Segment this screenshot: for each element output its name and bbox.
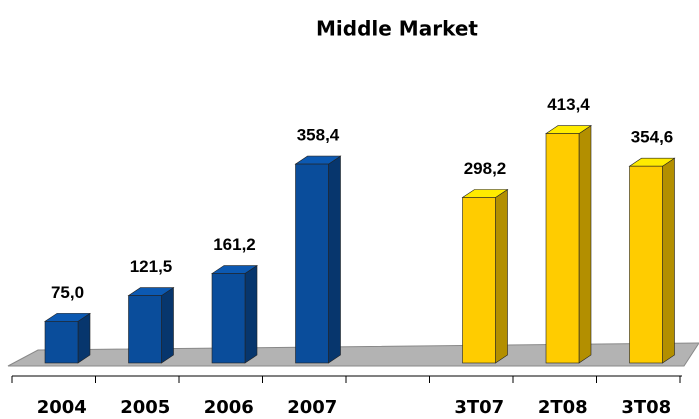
- bar: [128, 295, 162, 364]
- value-label: 75,0: [51, 283, 84, 302]
- value-label: 298,2: [464, 159, 507, 178]
- bar: [211, 273, 246, 364]
- bar-side: [77, 312, 91, 364]
- x-tick-label: 2004: [37, 397, 87, 418]
- bar-side: [244, 264, 258, 364]
- bar-side: [578, 125, 592, 364]
- bar: [295, 163, 329, 364]
- value-label: 161,2: [213, 235, 256, 254]
- bar: [44, 321, 79, 364]
- bar-side: [662, 157, 675, 364]
- bar-side: [328, 155, 341, 364]
- bar: [462, 197, 496, 364]
- x-tick-label: 3T07: [454, 397, 504, 418]
- value-label: 413,4: [547, 95, 590, 114]
- bar: [545, 133, 580, 364]
- bar-side: [161, 287, 174, 364]
- floor: [7, 342, 699, 367]
- x-tick-label: 2T08: [538, 397, 588, 418]
- value-label: 354,6: [631, 128, 674, 147]
- x-tick-label: 2006: [204, 397, 254, 418]
- x-tick-label: 2007: [287, 397, 337, 418]
- bar-side: [495, 188, 508, 364]
- chart-title: Middle Market: [316, 17, 478, 41]
- value-label: 358,4: [297, 126, 340, 145]
- x-tick-label: 2005: [120, 397, 170, 418]
- bar: [629, 165, 663, 364]
- value-label: 121,5: [130, 257, 173, 276]
- x-tick-label: 3T08: [621, 397, 671, 418]
